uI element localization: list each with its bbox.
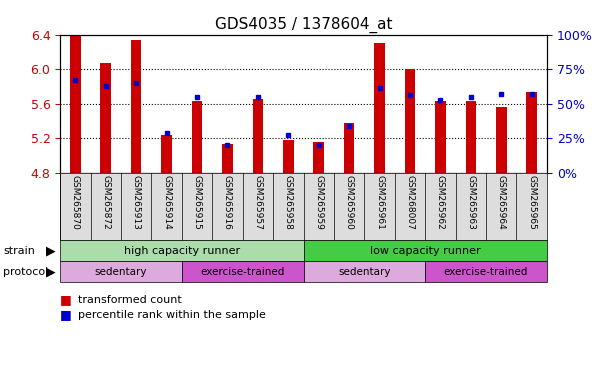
Text: sedentary: sedentary — [95, 266, 147, 277]
Text: protocol: protocol — [3, 266, 48, 277]
Bar — [435, 101, 446, 173]
Text: GSM265913: GSM265913 — [132, 175, 141, 230]
Text: GSM265963: GSM265963 — [466, 175, 475, 230]
Text: percentile rank within the sample: percentile rank within the sample — [78, 310, 266, 320]
Bar — [192, 101, 203, 173]
Text: exercise-trained: exercise-trained — [444, 266, 528, 277]
Text: GSM265960: GSM265960 — [344, 175, 353, 230]
Text: GSM265961: GSM265961 — [375, 175, 384, 230]
Title: GDS4035 / 1378604_at: GDS4035 / 1378604_at — [215, 17, 392, 33]
Text: ▶: ▶ — [46, 244, 56, 257]
Text: strain: strain — [3, 245, 35, 256]
Text: GSM265872: GSM265872 — [101, 175, 110, 230]
Bar — [404, 69, 415, 173]
Text: exercise-trained: exercise-trained — [201, 266, 285, 277]
Text: GSM265916: GSM265916 — [223, 175, 232, 230]
Text: GSM265957: GSM265957 — [254, 175, 263, 230]
Bar — [374, 43, 385, 173]
Bar — [283, 140, 294, 173]
Bar — [313, 142, 324, 173]
Text: transformed count: transformed count — [78, 295, 182, 305]
Bar — [252, 99, 263, 173]
Bar — [161, 135, 172, 173]
Text: ▶: ▶ — [46, 265, 56, 278]
Text: GSM265915: GSM265915 — [192, 175, 201, 230]
Text: GSM268007: GSM268007 — [406, 175, 415, 230]
Bar — [131, 40, 141, 173]
Text: GSM265914: GSM265914 — [162, 175, 171, 230]
Bar — [344, 123, 355, 173]
Text: GSM265959: GSM265959 — [314, 175, 323, 230]
Text: GSM265964: GSM265964 — [497, 175, 506, 230]
Bar — [526, 93, 537, 173]
Text: ■: ■ — [60, 293, 72, 306]
Text: high capacity runner: high capacity runner — [124, 245, 240, 256]
Bar — [222, 144, 233, 173]
Text: sedentary: sedentary — [338, 266, 391, 277]
Bar — [496, 107, 507, 173]
Text: low capacity runner: low capacity runner — [370, 245, 481, 256]
Text: ■: ■ — [60, 308, 72, 321]
Text: GSM265870: GSM265870 — [71, 175, 80, 230]
Text: GSM265965: GSM265965 — [527, 175, 536, 230]
Text: GSM265962: GSM265962 — [436, 175, 445, 230]
Bar — [70, 35, 81, 173]
Bar — [100, 63, 111, 173]
Bar — [466, 101, 476, 173]
Text: GSM265958: GSM265958 — [284, 175, 293, 230]
